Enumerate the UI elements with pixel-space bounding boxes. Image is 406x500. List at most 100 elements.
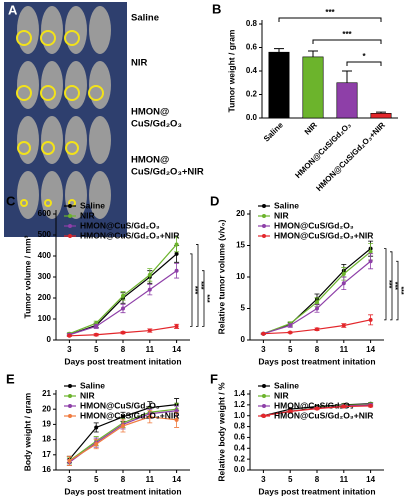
significance-bracket bbox=[202, 270, 205, 327]
y-tick-label: 21 bbox=[42, 389, 51, 398]
error-bar bbox=[308, 50, 318, 57]
y-axis-label: Relative tumor volume (v/v₀) bbox=[216, 219, 226, 334]
data-point bbox=[94, 425, 99, 430]
data-point bbox=[368, 249, 373, 254]
data-point bbox=[174, 417, 179, 422]
photo-label: HMON@ bbox=[131, 155, 169, 166]
y-tick-label: 19 bbox=[42, 420, 51, 429]
data-point bbox=[94, 324, 99, 329]
y-tick-label: 0.4 bbox=[246, 66, 258, 75]
y-tick-label: 18 bbox=[42, 435, 51, 444]
data-point bbox=[67, 458, 72, 463]
series-line bbox=[263, 251, 371, 335]
x-axis-label: Days post treatment initation bbox=[64, 486, 181, 496]
y-tick-label: 0.0 bbox=[246, 113, 258, 122]
x-tick-label: 14 bbox=[366, 475, 375, 484]
panel-letter: D bbox=[210, 193, 219, 208]
legend-marker bbox=[68, 234, 72, 238]
legend-label: HMON@CuS/Gd₂O₃ bbox=[274, 220, 354, 230]
legend-label: HMON@CuS/Gd₂O₃ bbox=[274, 400, 354, 410]
legend-label: Saline bbox=[80, 200, 105, 210]
legend-label: HMON@CuS/Gd₂O₃+NIR bbox=[80, 230, 179, 240]
y-tick-label: 1.2 bbox=[234, 400, 246, 409]
data-point bbox=[147, 287, 152, 292]
panel-letter: A bbox=[8, 2, 18, 17]
data-point bbox=[147, 414, 152, 419]
x-tick-label: 14 bbox=[366, 345, 375, 354]
legend-marker bbox=[68, 404, 72, 408]
y-tick-label: 0.2 bbox=[246, 90, 258, 99]
y-tick-label: 300 bbox=[38, 272, 52, 281]
data-point bbox=[174, 408, 179, 413]
significance-label: *** bbox=[397, 286, 404, 294]
significance-label: *** bbox=[385, 280, 392, 288]
data-point bbox=[121, 423, 125, 428]
photo: A bbox=[4, 2, 127, 237]
data-point bbox=[315, 406, 319, 411]
x-tick-label: 3 bbox=[261, 345, 266, 354]
series-line bbox=[263, 319, 371, 335]
x-tick-label: Saline bbox=[262, 120, 285, 143]
mice bbox=[17, 6, 111, 219]
data-point bbox=[174, 242, 179, 247]
data-point bbox=[368, 259, 373, 264]
data-point bbox=[341, 281, 346, 286]
x-tick-label: 5 bbox=[94, 345, 99, 354]
legend-marker bbox=[68, 384, 72, 388]
legend-marker bbox=[68, 414, 72, 418]
photo-label: CuS/Gd₂O₃+NIR bbox=[131, 167, 204, 178]
x-tick-label: 11 bbox=[340, 345, 349, 354]
legend-marker bbox=[68, 394, 72, 398]
legend-marker bbox=[262, 204, 266, 208]
significance-bracket bbox=[396, 260, 399, 321]
data-point bbox=[121, 306, 125, 311]
data-point bbox=[368, 403, 373, 408]
legend-marker bbox=[262, 214, 266, 218]
significance-label: *** bbox=[203, 294, 210, 302]
data-point bbox=[341, 404, 346, 409]
x-tick-label: 11 bbox=[340, 475, 349, 484]
significance-bracket bbox=[390, 251, 393, 321]
legend-label: NIR bbox=[274, 390, 289, 400]
y-tick-label: 0.2 bbox=[234, 454, 246, 463]
y-tick-label: 0 bbox=[47, 335, 52, 344]
significance-label: *** bbox=[391, 282, 398, 290]
legend-label: Saline bbox=[274, 380, 299, 390]
significance-label: *** bbox=[197, 281, 204, 289]
x-tick-label: NIR bbox=[303, 120, 319, 136]
legend-label: HMON@CuS/Gd₂O₃ bbox=[80, 220, 160, 230]
y-axis-label: Relative body weight / % bbox=[216, 382, 226, 482]
legend-marker bbox=[68, 224, 72, 228]
x-axis-label: Days post treatment initation bbox=[258, 356, 375, 366]
legend-label: Saline bbox=[80, 380, 105, 390]
y-tick-label: 200 bbox=[38, 293, 52, 302]
y-tick-label: 5 bbox=[241, 304, 246, 313]
y-tick-label: 600 bbox=[38, 209, 52, 218]
data-point bbox=[121, 293, 125, 298]
legend-label: HMON@CuS/Gd₂O₃+NIR bbox=[80, 410, 179, 420]
x-tick-label: 14 bbox=[172, 345, 181, 354]
legend-marker bbox=[262, 224, 266, 228]
legend-marker bbox=[262, 414, 266, 418]
y-tick-label: 0 bbox=[241, 335, 246, 344]
legend-marker bbox=[262, 404, 266, 408]
data-point bbox=[121, 414, 125, 419]
significance-label: * bbox=[362, 52, 366, 61]
error-bar bbox=[274, 48, 284, 53]
x-tick-label: 8 bbox=[121, 475, 126, 484]
photo-label: HMON@ bbox=[131, 107, 169, 118]
bar bbox=[268, 51, 290, 119]
y-tick-label: 16 bbox=[42, 465, 51, 474]
panel-letter: B bbox=[212, 1, 221, 16]
data-point bbox=[315, 327, 319, 332]
y-tick-label: 0.0 bbox=[234, 465, 246, 474]
significance-bracket bbox=[196, 244, 199, 327]
photo-label: NIR bbox=[131, 58, 148, 69]
y-tick-label: 17 bbox=[42, 450, 51, 459]
y-tick-label: 100 bbox=[38, 314, 52, 323]
data-point bbox=[67, 333, 72, 338]
error-bar bbox=[342, 70, 352, 83]
legend-label: NIR bbox=[80, 210, 95, 220]
bar bbox=[370, 113, 392, 119]
